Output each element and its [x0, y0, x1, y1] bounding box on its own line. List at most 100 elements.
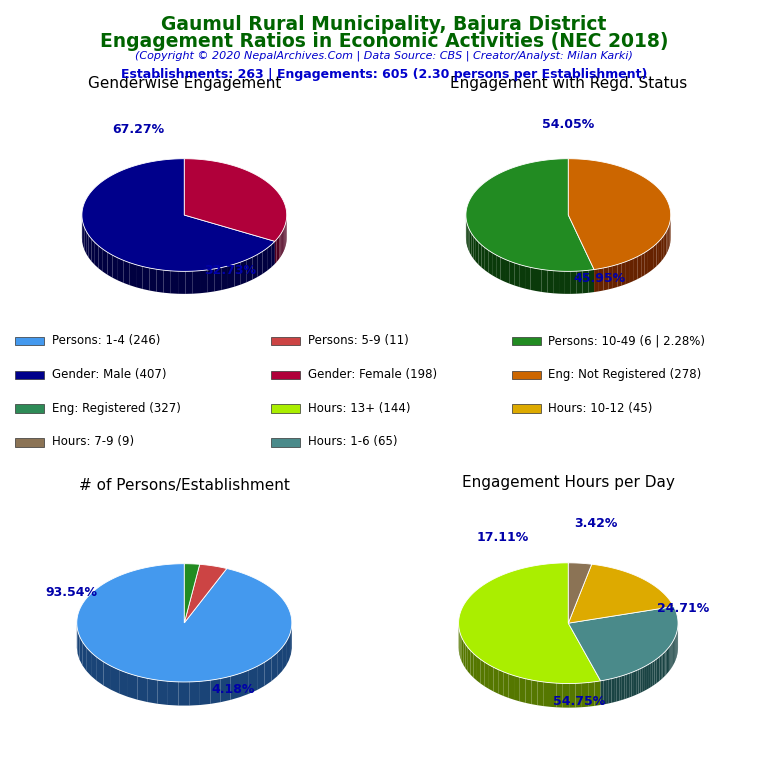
- Polygon shape: [536, 269, 541, 292]
- Bar: [512, 370, 541, 379]
- Polygon shape: [563, 684, 569, 707]
- Polygon shape: [118, 258, 124, 283]
- Text: 54.05%: 54.05%: [542, 118, 594, 131]
- Polygon shape: [634, 670, 636, 696]
- Polygon shape: [137, 676, 147, 702]
- Polygon shape: [604, 267, 608, 290]
- Polygon shape: [103, 249, 108, 275]
- Text: 17.11%: 17.11%: [476, 531, 528, 544]
- Polygon shape: [240, 670, 249, 697]
- Polygon shape: [492, 253, 496, 277]
- Polygon shape: [466, 159, 594, 271]
- Bar: [271, 404, 300, 413]
- Text: Persons: 5-9 (11): Persons: 5-9 (11): [308, 334, 409, 347]
- Polygon shape: [669, 223, 670, 248]
- Bar: [512, 404, 541, 413]
- Polygon shape: [525, 679, 531, 704]
- Polygon shape: [210, 678, 220, 703]
- Title: Engagement with Regd. Status: Engagement with Regd. Status: [450, 76, 687, 91]
- Polygon shape: [136, 265, 143, 289]
- Polygon shape: [638, 669, 641, 694]
- Polygon shape: [470, 230, 472, 256]
- Polygon shape: [667, 648, 668, 674]
- Polygon shape: [643, 667, 645, 692]
- Polygon shape: [265, 657, 271, 686]
- Polygon shape: [569, 684, 575, 707]
- Polygon shape: [471, 650, 474, 677]
- Polygon shape: [611, 678, 614, 703]
- Polygon shape: [276, 238, 278, 262]
- Polygon shape: [164, 270, 170, 293]
- Polygon shape: [82, 641, 86, 670]
- Polygon shape: [531, 680, 538, 705]
- Polygon shape: [460, 634, 462, 661]
- Polygon shape: [647, 664, 649, 690]
- Bar: [271, 370, 300, 379]
- Text: Gaumul Rural Municipality, Bajura District: Gaumul Rural Municipality, Bajura Distri…: [161, 15, 607, 35]
- Text: 45.95%: 45.95%: [573, 272, 625, 285]
- Polygon shape: [473, 237, 476, 262]
- Polygon shape: [247, 257, 253, 282]
- Polygon shape: [275, 240, 276, 264]
- Polygon shape: [253, 254, 258, 280]
- Polygon shape: [571, 271, 577, 294]
- Title: # of Persons/Establishment: # of Persons/Establishment: [79, 478, 290, 492]
- Polygon shape: [124, 260, 130, 285]
- Polygon shape: [650, 662, 653, 687]
- Polygon shape: [634, 257, 637, 281]
- Polygon shape: [478, 242, 482, 267]
- Polygon shape: [588, 270, 594, 293]
- Polygon shape: [531, 267, 536, 291]
- Polygon shape: [663, 233, 665, 259]
- Polygon shape: [559, 271, 565, 294]
- Polygon shape: [289, 631, 291, 660]
- Polygon shape: [200, 270, 207, 293]
- Polygon shape: [240, 260, 247, 285]
- Polygon shape: [157, 270, 164, 293]
- Polygon shape: [670, 644, 671, 670]
- Polygon shape: [282, 230, 283, 255]
- Polygon shape: [150, 268, 157, 292]
- Polygon shape: [79, 636, 82, 665]
- Polygon shape: [286, 637, 289, 666]
- Polygon shape: [234, 262, 240, 286]
- Polygon shape: [498, 670, 503, 696]
- Polygon shape: [626, 260, 630, 284]
- Polygon shape: [654, 243, 657, 269]
- Text: Gender: Female (198): Gender: Female (198): [308, 368, 437, 381]
- Text: 67.27%: 67.27%: [112, 123, 164, 136]
- Polygon shape: [130, 263, 136, 287]
- Polygon shape: [617, 263, 621, 287]
- Text: 32.73%: 32.73%: [204, 264, 257, 277]
- Title: Genderwise Engagement: Genderwise Engagement: [88, 76, 281, 91]
- Polygon shape: [666, 650, 667, 675]
- Polygon shape: [621, 262, 626, 286]
- Polygon shape: [230, 674, 240, 700]
- Polygon shape: [601, 680, 604, 705]
- Polygon shape: [565, 271, 571, 294]
- Polygon shape: [622, 675, 624, 700]
- Text: Hours: 7-9 (9): Hours: 7-9 (9): [51, 435, 134, 449]
- Polygon shape: [496, 255, 501, 280]
- Text: 4.18%: 4.18%: [211, 683, 254, 696]
- Polygon shape: [645, 665, 647, 690]
- Polygon shape: [505, 260, 510, 283]
- Polygon shape: [594, 681, 601, 706]
- Polygon shape: [267, 245, 271, 270]
- Polygon shape: [78, 630, 79, 660]
- Polygon shape: [641, 253, 644, 277]
- Title: Engagement Hours per Day: Engagement Hours per Day: [462, 475, 675, 490]
- Polygon shape: [86, 231, 88, 257]
- Bar: [15, 404, 45, 413]
- Polygon shape: [568, 159, 670, 270]
- Text: Gender: Male (407): Gender: Male (407): [51, 368, 166, 381]
- Polygon shape: [111, 666, 119, 694]
- Polygon shape: [599, 268, 604, 291]
- Text: Hours: 10-12 (45): Hours: 10-12 (45): [548, 402, 653, 415]
- Polygon shape: [472, 233, 473, 259]
- Polygon shape: [568, 564, 674, 623]
- Polygon shape: [94, 243, 98, 268]
- Polygon shape: [280, 232, 282, 257]
- Polygon shape: [477, 657, 481, 684]
- Polygon shape: [583, 270, 588, 293]
